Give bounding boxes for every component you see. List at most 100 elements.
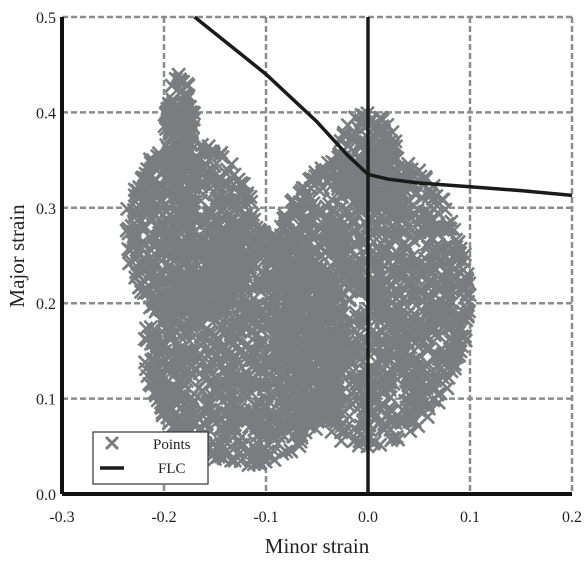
legend-x-glyph — [104, 435, 120, 451]
data-point-3-1475 — [306, 339, 322, 355]
x-tick-label-5: 0.2 — [562, 509, 582, 526]
data-point-1-102 — [161, 96, 177, 112]
data-point-2-1220 — [215, 363, 231, 378]
data-point-0-620 — [151, 225, 167, 241]
data-point-3-1031 — [316, 287, 332, 303]
data-point-3-1422 — [374, 303, 390, 319]
data-point-3-1382 — [284, 240, 299, 255]
data-point-3-1338 — [304, 255, 319, 271]
data-point-3-1470 — [379, 244, 394, 260]
data-point-2-1208 — [270, 436, 286, 452]
data-point-0-483 — [199, 163, 215, 179]
data-point-0-617 — [243, 189, 258, 205]
data-point-3-1502 — [388, 290, 404, 306]
data-point-2-1187 — [162, 382, 178, 398]
data-point-2-1056 — [137, 354, 153, 370]
data-point-3-1512 — [318, 355, 334, 371]
y-tick-label-5: 0.5 — [36, 10, 56, 27]
x-tick-label-0: -0.3 — [49, 509, 74, 526]
data-point-3-1432 — [302, 353, 318, 369]
data-point-3-1477 — [294, 183, 310, 199]
data-point-3-1460 — [352, 271, 368, 287]
data-point-3-1369 — [288, 305, 304, 321]
data-point-3-1456 — [451, 348, 467, 364]
data-point-3-972 — [337, 316, 353, 332]
data-point-3-1433 — [351, 334, 367, 350]
data-point-0-597 — [144, 178, 159, 194]
data-point-3-1291 — [406, 232, 422, 248]
data-point-2-1041 — [230, 310, 245, 326]
data-point-2-1223 — [237, 378, 253, 393]
data-point-2-964 — [148, 388, 164, 403]
data-point-0-517 — [127, 182, 143, 198]
data-point-1-83 — [169, 82, 185, 98]
data-point-3-1442 — [276, 269, 292, 285]
data-point-2-1186 — [264, 370, 280, 385]
data-point-3-1061 — [382, 225, 398, 240]
data-point-2-1144 — [249, 344, 265, 360]
data-point-3-1290 — [280, 323, 296, 339]
data-point-3-1484 — [397, 235, 413, 251]
data-point-3-1367 — [268, 286, 283, 302]
data-point-2-1234 — [165, 368, 181, 384]
data-point-3-851 — [408, 297, 424, 313]
legend-points-label: Points — [153, 437, 191, 453]
data-point-2-789 — [154, 275, 170, 291]
data-point-1-101 — [162, 147, 178, 163]
data-point-3-1445 — [265, 254, 281, 270]
data-point-3-1116 — [304, 213, 320, 229]
data-point-3-1503 — [374, 383, 390, 399]
data-point-2-879 — [170, 412, 186, 428]
data-point-3-1505 — [447, 278, 463, 293]
data-point-2-1216 — [239, 296, 255, 312]
data-point-3-1188 — [403, 339, 418, 355]
data-point-2-1039 — [194, 382, 210, 398]
data-point-3-1380 — [410, 363, 426, 379]
data-point-4-179 — [373, 126, 389, 142]
data-point-0-515 — [205, 144, 221, 159]
data-point-3-1375 — [291, 278, 307, 294]
data-point-2-1083 — [266, 452, 282, 468]
data-point-3-1127 — [276, 222, 291, 238]
data-point-1-109 — [161, 102, 177, 118]
data-point-3-1523 — [372, 365, 388, 381]
data-point-0-615 — [144, 155, 160, 171]
data-point-3-1454 — [449, 235, 465, 251]
data-point-3-1448 — [352, 433, 368, 449]
data-point-3-1384 — [314, 342, 329, 358]
data-point-3-1351 — [343, 258, 359, 274]
data-point-3-1281 — [324, 191, 340, 207]
data-point-2-1010 — [193, 328, 209, 344]
data-point-0-559 — [211, 194, 227, 209]
data-point-0-632 — [168, 230, 184, 245]
data-point-3-1425 — [395, 402, 410, 418]
data-point-2-1068 — [157, 320, 173, 336]
data-point-3-1426 — [374, 268, 390, 284]
data-point-3-1494 — [284, 348, 300, 364]
data-point-3-1519 — [342, 376, 358, 392]
data-point-1-117 — [157, 118, 173, 134]
data-point-3-1049 — [322, 329, 338, 345]
data-point-2-1205 — [275, 405, 291, 421]
data-point-3-1193 — [430, 304, 446, 320]
data-point-0-582 — [129, 250, 145, 265]
data-point-3-995 — [321, 295, 337, 311]
data-point-2-1103 — [185, 292, 201, 308]
data-point-3-1034 — [348, 305, 364, 321]
data-point-4-112 — [336, 125, 352, 141]
data-point-2-945 — [169, 410, 185, 425]
data-point-3-1328 — [427, 327, 443, 343]
data-point-3-1183 — [392, 278, 407, 294]
data-point-3-1303 — [350, 328, 366, 344]
data-point-3-357 — [437, 202, 453, 218]
data-point-2-1152 — [230, 330, 246, 345]
data-point-4-149 — [388, 139, 404, 154]
data-point-3-1418 — [332, 289, 348, 305]
data-point-3-1416 — [330, 394, 346, 410]
data-point-3-1339 — [260, 317, 276, 333]
data-point-2-1222 — [206, 246, 222, 262]
data-point-2-1176 — [142, 300, 158, 315]
data-point-2-1147 — [292, 426, 308, 442]
data-point-3-1400 — [410, 351, 426, 367]
